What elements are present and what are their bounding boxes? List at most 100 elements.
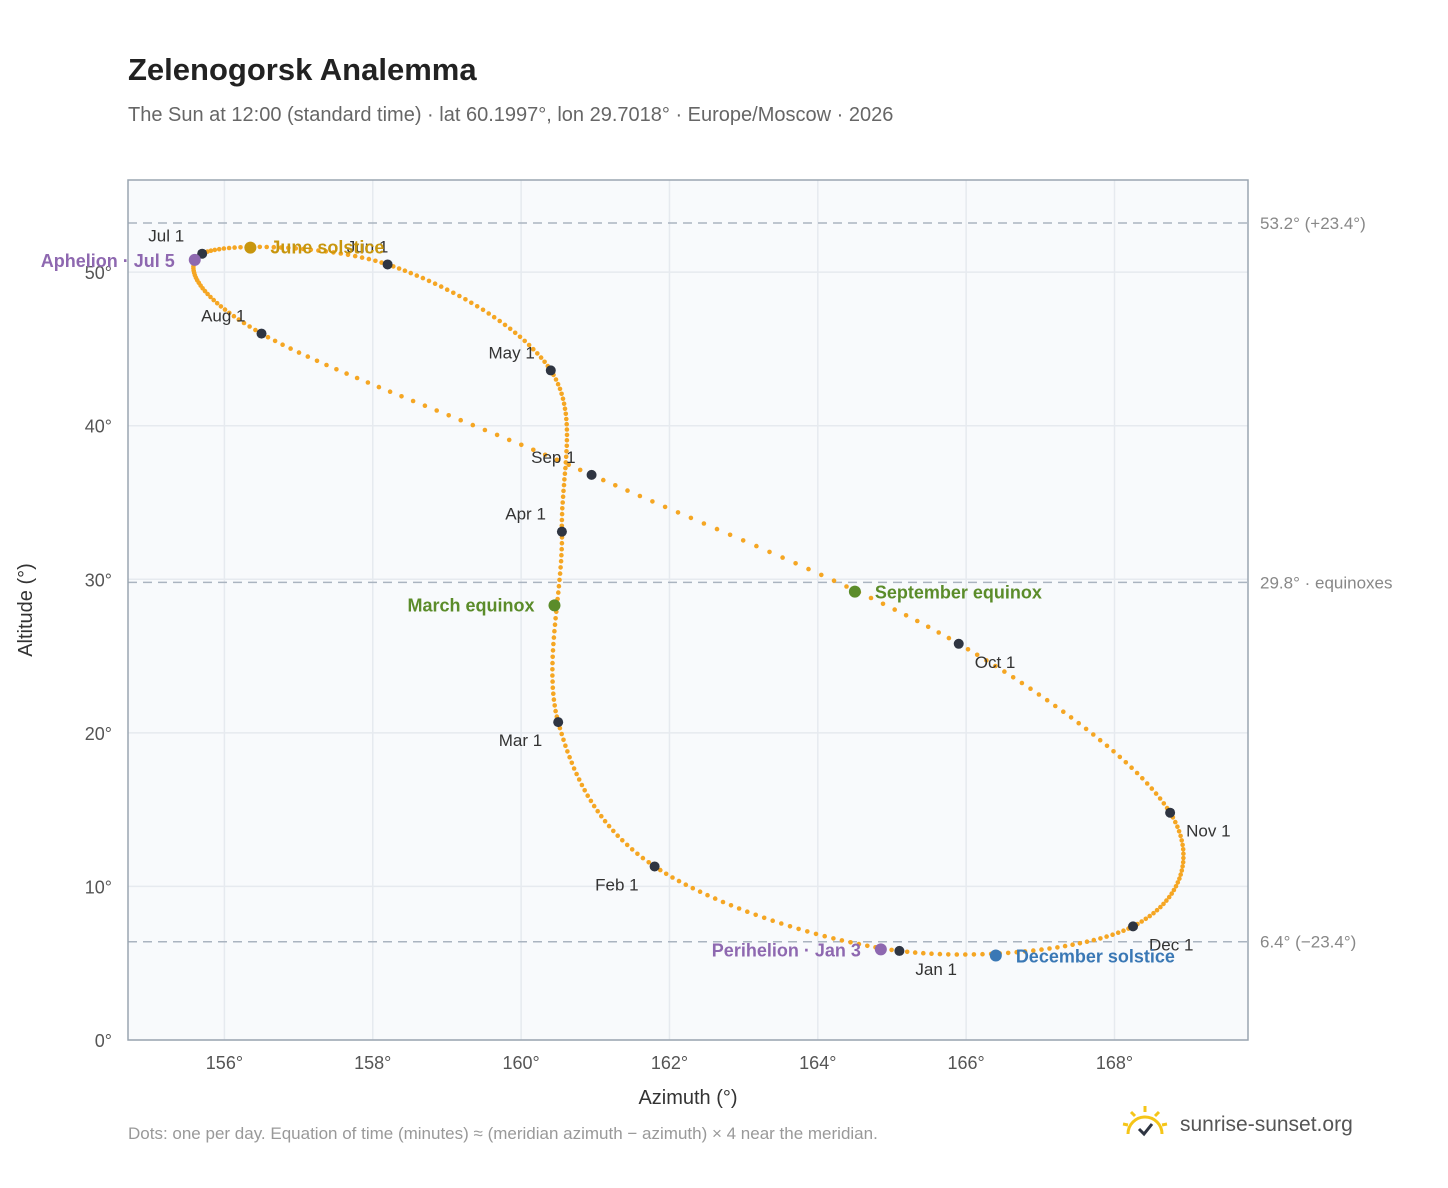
day-dot — [1147, 913, 1152, 919]
day-dot — [396, 266, 402, 271]
day-dot — [551, 697, 557, 702]
day-dot — [1143, 916, 1149, 922]
day-dot — [936, 630, 941, 635]
day-dot — [963, 952, 968, 957]
day-dot — [728, 903, 734, 908]
day-dot — [359, 255, 365, 260]
day-dot — [469, 300, 474, 306]
day-dot — [562, 477, 567, 482]
day-dot — [494, 432, 500, 438]
day-dot — [522, 338, 527, 344]
month-label: Aug 1 — [201, 307, 245, 326]
day-dot — [550, 685, 556, 690]
day-dot — [712, 896, 718, 901]
day-dot — [1134, 770, 1140, 776]
day-dot — [1036, 692, 1042, 697]
day-dot — [214, 300, 220, 306]
day-dot — [602, 818, 608, 824]
plot-frame — [127, 179, 1249, 1041]
day-dot — [422, 403, 428, 409]
day-dot — [892, 607, 897, 612]
day-dot — [542, 359, 547, 365]
day-dot — [683, 882, 689, 887]
day-dot — [550, 654, 555, 660]
day-dot — [563, 411, 569, 417]
event-label: September equinox — [875, 583, 1042, 603]
brand-text[interactable]: sunrise-sunset.org — [1180, 1112, 1353, 1136]
day-dot — [344, 371, 349, 376]
day-dot — [903, 613, 909, 618]
day-dot — [1028, 686, 1033, 691]
day-dot — [446, 413, 452, 418]
day-dot — [1002, 669, 1007, 674]
day-dot — [1123, 760, 1129, 765]
day-dot — [754, 543, 759, 549]
brand[interactable]: sunrise-sunset.org — [1120, 1104, 1353, 1145]
day-dot — [550, 667, 555, 672]
day-dot — [218, 304, 224, 309]
event-label: Perihelion · Jan 3 — [712, 940, 861, 960]
day-dot — [1139, 919, 1144, 924]
day-dot — [697, 889, 703, 894]
month-marker — [545, 365, 556, 376]
day-dot — [231, 313, 237, 319]
day-dot — [577, 467, 583, 473]
day-dot — [236, 317, 242, 322]
day-dot — [559, 552, 564, 558]
day-dot — [1175, 880, 1181, 885]
day-dot — [1140, 776, 1145, 781]
event-marker — [874, 943, 887, 956]
day-dot — [658, 867, 663, 873]
day-dot — [1084, 939, 1090, 944]
day-dot — [402, 268, 408, 274]
day-dot — [946, 952, 951, 957]
day-dot — [1068, 715, 1074, 720]
day-dot — [1129, 765, 1134, 770]
day-dot — [929, 951, 934, 956]
day-dot — [1179, 838, 1184, 843]
day-dot — [1121, 928, 1126, 933]
day-dot — [1104, 743, 1110, 749]
sun-logo-icon — [1120, 1104, 1170, 1145]
day-dot — [1047, 946, 1052, 951]
day-dot — [426, 278, 432, 284]
day-dot — [1117, 754, 1123, 760]
day-dot — [980, 951, 985, 957]
day-dot — [561, 482, 567, 488]
day-dot — [457, 293, 462, 299]
month-marker — [197, 248, 208, 259]
y-tick-label: 50° — [85, 263, 112, 283]
day-dot — [588, 798, 594, 804]
day-dot — [813, 931, 819, 937]
day-dot — [606, 823, 612, 829]
month-label: Jul 1 — [148, 227, 184, 246]
month-label: Jun 1 — [347, 237, 389, 256]
x-tick-label: 164° — [799, 1053, 836, 1073]
day-dot — [565, 749, 570, 754]
day-dot — [848, 940, 853, 945]
day-dot — [551, 635, 557, 640]
reference-line-label: 6.4° (−23.4°) — [1260, 933, 1356, 952]
day-dot — [480, 307, 486, 313]
day-dot — [542, 452, 548, 458]
day-dot — [314, 358, 320, 364]
reference-line-label: 53.2° (+23.4°) — [1260, 214, 1366, 233]
day-dot — [216, 246, 222, 252]
day-dot — [889, 947, 894, 953]
day-dot — [552, 703, 557, 708]
day-dot — [226, 245, 232, 251]
day-dot — [373, 258, 378, 264]
day-dot — [569, 760, 575, 766]
day-dot — [553, 616, 558, 621]
day-dot — [271, 244, 277, 250]
day-dot — [670, 875, 675, 880]
day-dot — [576, 777, 582, 782]
day-dot — [753, 912, 758, 918]
month-marker — [586, 469, 597, 480]
x-tick-label: 156° — [206, 1053, 243, 1073]
day-dot — [564, 438, 570, 443]
reference-line-label: 29.8° · equinoxes — [1260, 573, 1393, 592]
month-label: Nov 1 — [1186, 822, 1230, 841]
y-axis-label: Altitude (°) — [15, 563, 37, 657]
day-dot — [1173, 884, 1179, 889]
